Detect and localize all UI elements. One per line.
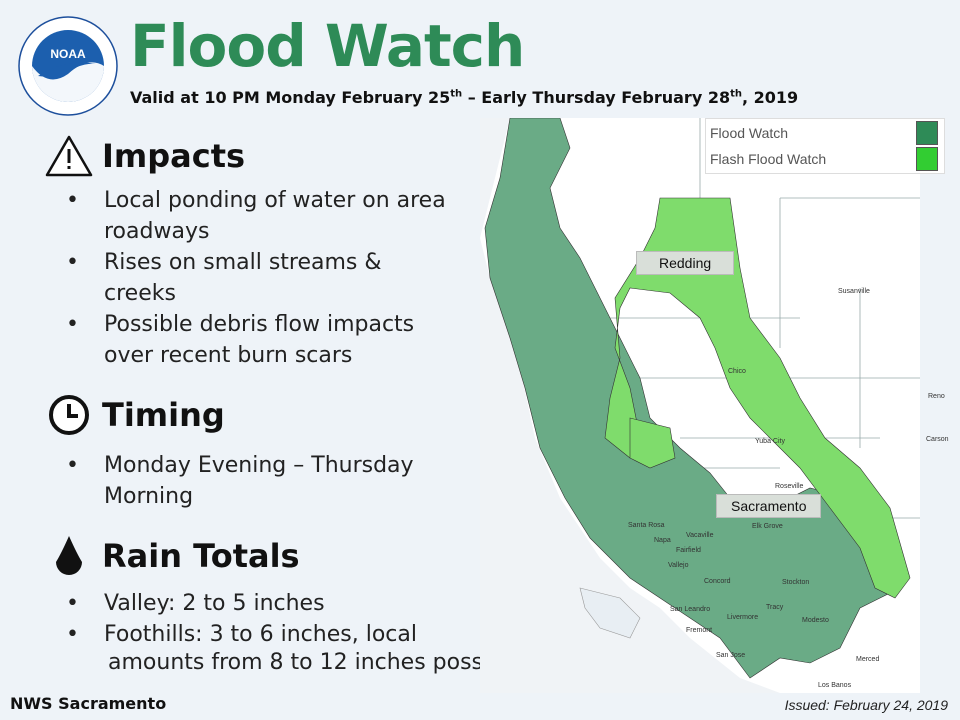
town-label: Carson	[926, 436, 949, 443]
impacts-list: Local ponding of water on area roadways …	[66, 185, 446, 371]
noaa-logo: NOAA	[18, 16, 118, 116]
timing-list: Monday Evening – Thursday Morning	[66, 450, 456, 512]
town-label: Yuba City	[755, 438, 785, 445]
flash-flood-watch-zone	[604, 197, 911, 599]
office-name: NWS Sacramento	[10, 694, 167, 713]
list-item: Possible debris flow impacts over recent…	[66, 309, 446, 371]
list-item: Foothills: 3 to 6 inches, local	[66, 619, 486, 650]
flood-watch-zone	[484, 118, 901, 679]
timing-heading: Timing	[44, 393, 225, 437]
town-label: Elk Grove	[752, 523, 783, 530]
town-label: Susanville	[838, 288, 870, 295]
rain-heading: Rain Totals	[44, 534, 300, 578]
svg-text:NOAA: NOAA	[50, 47, 86, 61]
town-label: Vacaville	[686, 532, 714, 539]
warning-triangle-icon	[44, 134, 94, 178]
map-legend: Flood Watch Flash Flood Watch	[705, 118, 945, 174]
page-title: Flood Watch	[130, 12, 525, 80]
town-label: Merced	[856, 656, 880, 663]
town-label: Fremont	[686, 627, 713, 634]
town-label: Modesto	[802, 617, 829, 624]
rain-list: Valley: 2 to 5 inches Foothills: 3 to 6 …	[66, 588, 486, 650]
issued-date: Issued: February 24, 2019	[784, 697, 948, 713]
map-label-sacramento: Sacramento	[716, 494, 822, 518]
legend-flood-watch-swatch	[916, 121, 938, 145]
list-item: Monday Evening – Thursday Morning	[66, 450, 456, 512]
legend-flash-flood-swatch	[916, 147, 938, 171]
legend-flash-flood-label: Flash Flood Watch	[710, 151, 827, 167]
town-label: Vallejo	[668, 562, 689, 569]
town-label: Livermore	[727, 614, 759, 621]
clock-icon	[44, 393, 94, 437]
list-item: Local ponding of water on area roadways	[66, 185, 446, 247]
town-label: Stockton	[782, 579, 810, 586]
town-label: Fairfield	[676, 547, 701, 554]
town-label: Concord	[704, 578, 731, 585]
flood-watch-map	[480, 118, 920, 693]
town-label: Tracy	[766, 604, 784, 611]
town-label: Napa	[654, 537, 671, 544]
town-label: Reno	[928, 393, 945, 400]
valid-period: Valid at 10 PM Monday February 25th – Ea…	[130, 88, 799, 107]
rain-continuation: amounts from 8 to 12 inches possible	[108, 650, 523, 675]
list-item: Rises on small streams & creeks	[66, 247, 446, 309]
raindrop-icon	[44, 534, 94, 578]
town-label: Roseville	[775, 483, 804, 490]
town-label: San Jose	[716, 652, 746, 659]
map-label-redding: Redding	[636, 251, 735, 275]
legend-flood-watch-label: Flood Watch	[710, 125, 789, 141]
town-label: Santa Rosa	[628, 522, 665, 529]
impacts-heading: Impacts	[44, 134, 245, 178]
town-label: Los Banos	[818, 682, 852, 689]
town-label: San Leandro	[670, 606, 711, 613]
list-item: Valley: 2 to 5 inches	[66, 588, 486, 619]
town-label: Chico	[728, 368, 746, 375]
